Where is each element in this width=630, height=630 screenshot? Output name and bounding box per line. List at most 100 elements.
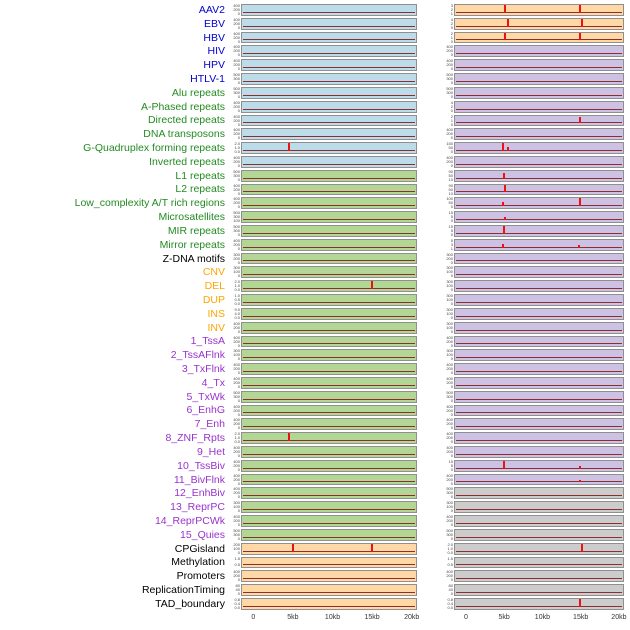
signal-spike	[503, 32, 506, 41]
signal-baseline	[243, 246, 415, 248]
y-axis-ticks-right: 400 200 0	[441, 155, 454, 169]
y-axis-ticks-right: 400 200 0	[441, 431, 454, 445]
track-panel-left	[241, 584, 417, 596]
track-row: 7_Enh 400 200 0 400 200 0	[0, 417, 630, 431]
signal-baseline	[456, 605, 622, 607]
y-tick-label: 0	[237, 11, 240, 16]
y-tick-label: 400	[446, 403, 453, 409]
y-tick-label: 400	[233, 569, 240, 575]
track-panel-left	[241, 114, 417, 127]
signal-baseline	[456, 11, 622, 13]
y-tick-label: 0	[450, 121, 453, 127]
y-axis-ticks-right: 15 5 0	[441, 210, 454, 224]
y-tick-label: 200	[446, 62, 453, 68]
y-axis-ticks-right: 2.0 1.0 0.0	[441, 542, 454, 556]
y-axis-ticks-left: 500 300 0	[228, 169, 241, 183]
track-panel-left	[241, 321, 417, 334]
y-axis-ticks-left: 400 200 0	[228, 569, 241, 583]
signal-baseline	[243, 11, 415, 13]
y-tick-label: 2	[450, 103, 453, 109]
y-axis-ticks-left: 400 200 0	[228, 31, 241, 45]
track-panel-left	[241, 376, 417, 389]
y-tick-label: 100	[446, 283, 453, 289]
x-tick-label: 5kb	[287, 614, 299, 621]
signal-baseline	[456, 440, 622, 441]
y-tick-label: 0	[450, 370, 453, 376]
y-tick-label: 0	[450, 107, 453, 113]
track-panel-left	[241, 570, 417, 583]
y-tick-label: 5	[450, 237, 453, 243]
signal-baseline	[456, 550, 622, 552]
y-tick-label: 300	[233, 214, 240, 220]
track-panel-right	[454, 86, 624, 99]
y-tick-label: 1.0	[234, 283, 240, 289]
y-tick-label: 200	[233, 518, 240, 524]
track-panel-right	[454, 446, 624, 458]
row-label-low-complexity-a-t-rich-regions: Low_complexity A/T rich regions	[74, 197, 225, 210]
y-tick-label: 400	[446, 472, 453, 478]
y-tick-label: 200	[233, 103, 240, 109]
signal-baseline	[243, 274, 415, 276]
signal-baseline	[456, 53, 622, 55]
signal-baseline	[456, 467, 622, 469]
y-tick-label: 4	[450, 99, 453, 105]
track-panel-left	[241, 556, 417, 569]
row-label-ins: INS	[207, 307, 225, 320]
y-tick-label: 100	[233, 504, 240, 510]
x-tick-label: 15kb	[573, 614, 589, 621]
track-panel-right	[454, 556, 624, 569]
signal-baseline	[456, 357, 622, 359]
y-tick-label: 200	[233, 158, 240, 164]
y-axis-ticks-right: 400 200 0	[441, 362, 454, 376]
signal-spike	[370, 543, 373, 552]
y-tick-label: 400	[446, 58, 453, 64]
track-panel-right	[454, 335, 624, 348]
track-panel-left	[241, 266, 417, 279]
y-axis-ticks-left: 400 200 0	[228, 514, 241, 528]
signal-baseline	[243, 191, 415, 193]
y-tick-label: 100	[233, 352, 240, 358]
signal-baseline	[456, 578, 622, 580]
row-label-hbv: HBV	[203, 31, 225, 44]
y-tick-label: 300	[446, 348, 453, 354]
track-panel-left	[241, 294, 417, 306]
y-tick-label: 0	[237, 577, 240, 583]
y-tick-label: 0	[450, 591, 453, 597]
track-panel-left	[241, 100, 417, 113]
y-tick-label: 0	[237, 24, 240, 30]
y-tick-label: 0	[237, 135, 240, 141]
y-tick-label: 0	[450, 425, 453, 431]
y-tick-label: 300	[233, 500, 240, 506]
y-tick-label: 200	[446, 131, 453, 137]
row-label-11-bivflnk: 11_BivFlnk	[173, 473, 225, 486]
y-tick-label: 400	[446, 514, 453, 520]
y-tick-label: 0	[450, 577, 453, 583]
y-tick-label: 5	[450, 228, 453, 233]
signal-baseline	[243, 343, 415, 345]
y-axis-ticks-right: 90 50 10	[441, 183, 454, 197]
y-tick-label: 10	[448, 190, 453, 196]
track-row: 9_Het 400 200 0 400 200 0	[0, 445, 630, 459]
row-label-l2-repeats: L2 repeats	[175, 183, 225, 196]
y-tick-label: 300	[446, 531, 453, 537]
y-tick-label: 400	[233, 445, 240, 450]
signal-spike	[579, 465, 582, 469]
y-axis-ticks-left: 300 100 0	[228, 500, 241, 514]
y-tick-label: 500	[233, 210, 240, 216]
y-tick-label: 0	[450, 439, 453, 445]
y-tick-label: 500	[233, 168, 240, 174]
track-panel-right	[454, 155, 624, 168]
row-label-cpgisland: CPGisland	[174, 542, 225, 555]
y-tick-label: 100	[446, 324, 453, 330]
y-tick-label: 3	[450, 3, 453, 8]
y-tick-label: 500	[446, 389, 453, 395]
y-axis-ticks-right: 300 100 0	[441, 321, 454, 335]
track-row: 8_ZNF_Rpts 2.0 1.0 0.0 400 200 0	[0, 431, 630, 445]
y-tick-label: 4.0	[234, 310, 240, 316]
y-tick-label: 2	[450, 113, 453, 119]
y-axis-ticks-left: 400 200 0	[228, 3, 241, 17]
signal-baseline	[456, 80, 622, 82]
